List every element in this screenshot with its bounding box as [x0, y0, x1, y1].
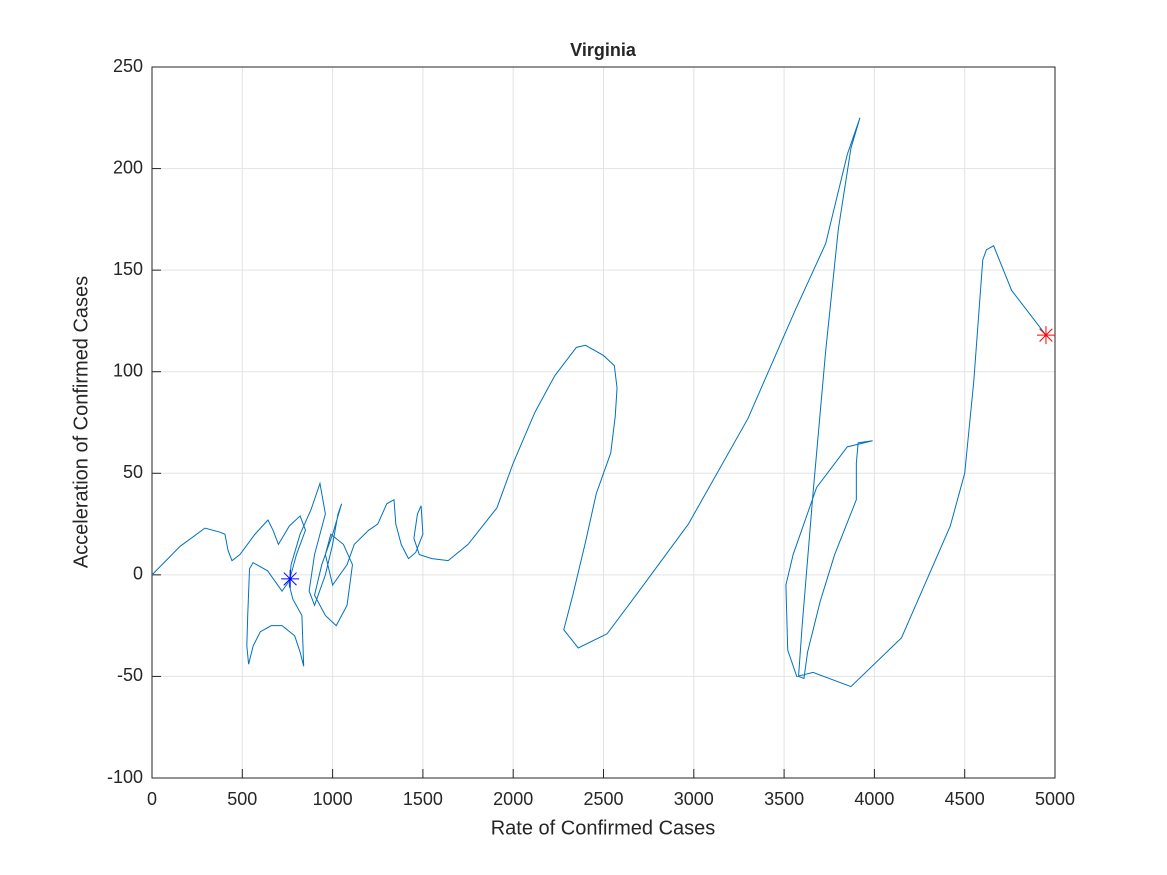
y-tick-label: 100 [113, 360, 143, 380]
y-tick-label: 150 [113, 259, 143, 279]
x-tick-label: 3000 [674, 789, 714, 809]
x-tick-label: 1000 [313, 789, 353, 809]
y-tick-label: 250 [113, 56, 143, 76]
x-tick-label: 4000 [854, 789, 894, 809]
x-axis-label: Rate of Confirmed Cases [491, 817, 716, 839]
chart-title: Virginia [570, 40, 637, 60]
data-line [151, 117, 1047, 688]
x-tick-label: 5000 [1035, 789, 1075, 809]
x-tick-label: 500 [227, 789, 257, 809]
y-tick-label: 0 [133, 564, 143, 584]
y-tick-label: -50 [117, 665, 143, 685]
y-tick-label: 200 [113, 157, 143, 177]
star-marker [281, 569, 300, 588]
y-axis-label: Acceleration of Confirmed Cases [70, 276, 92, 568]
star-marker [1036, 326, 1055, 345]
y-tick-label: -100 [107, 767, 143, 787]
x-tick-label: 2500 [583, 789, 623, 809]
x-tick-label: 0 [147, 789, 157, 809]
x-tick-label: 2000 [493, 789, 533, 809]
plot-frame [151, 66, 1056, 779]
x-tick-label: 1500 [403, 789, 443, 809]
y-tick-label: 50 [123, 462, 143, 482]
x-tick-label: 3500 [764, 789, 804, 809]
x-tick-label: 4500 [945, 789, 985, 809]
